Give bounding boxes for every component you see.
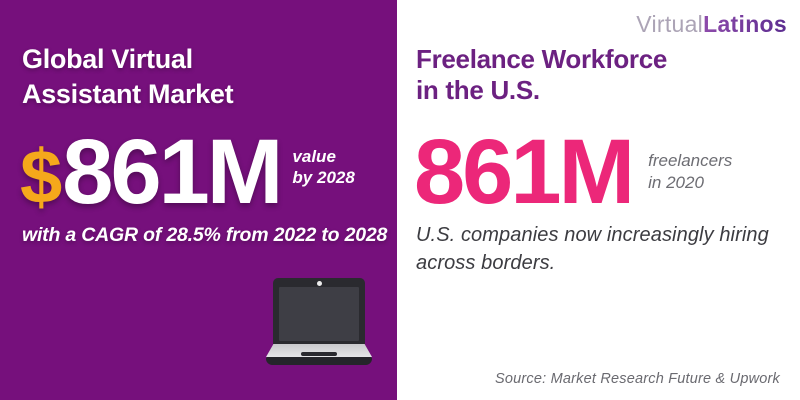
workforce-stat-panel: VirtualLatinos Freelance Workforce in th… [397, 0, 800, 400]
market-value-qualifier: value by 2028 [292, 146, 354, 189]
cagr-subtext: with a CAGR of 28.5% from 2022 to 2028 [22, 224, 388, 246]
right-title-line2: in the U.S. [416, 74, 540, 105]
logo-word-latinos: Latinos [703, 11, 787, 37]
laptop-touchpad [301, 352, 337, 356]
laptop-lid [273, 278, 365, 344]
virtuallatinos-logo: VirtualLatinos [636, 11, 787, 38]
market-value-number: 861M [62, 121, 283, 223]
laptop-screen [279, 287, 359, 341]
laptop-bottom-edge [266, 357, 372, 365]
right-title-line1: Freelance Workforce [416, 44, 668, 74]
dollar-sign: $ [20, 135, 63, 220]
left-title-line1: Global Virtual [22, 44, 193, 74]
source-attribution: Source: Market Research Future & Upwork [494, 371, 780, 387]
hiring-subtext-line1: U.S. companies now increasingly hiring [416, 224, 769, 246]
market-value-stat: $ 861M value by 2028 [20, 126, 355, 218]
freelancers-qualifier: freelancers in 2020 [648, 150, 732, 194]
hiring-subtext: U.S. companies now increasingly hiring a… [416, 221, 769, 277]
freelancers-number: 861M [414, 121, 635, 223]
left-panel-title: Global Virtual Assistant Market [22, 42, 234, 111]
laptop-keyboard-base [266, 344, 372, 357]
logo-word-virtual: Virtual [636, 11, 704, 37]
market-stat-panel: Global Virtual Assistant Market $ 861M v… [0, 0, 397, 400]
laptop-webcam-dot [316, 281, 322, 286]
right-panel-title: Freelance Workforce in the U.S. [416, 44, 667, 105]
qualifier-line2: by 2028 [292, 168, 355, 188]
qualifier-line1: value [292, 147, 336, 166]
left-title-line2: Assistant Market [22, 78, 234, 109]
freelancers-qualifier-line1: freelancers [648, 151, 733, 170]
hiring-subtext-line2: across borders. [416, 252, 556, 274]
freelancers-qualifier-line2: in 2020 [648, 173, 704, 193]
laptop-icon [266, 278, 372, 366]
freelancers-stat: 861M freelancers in 2020 [414, 126, 732, 218]
